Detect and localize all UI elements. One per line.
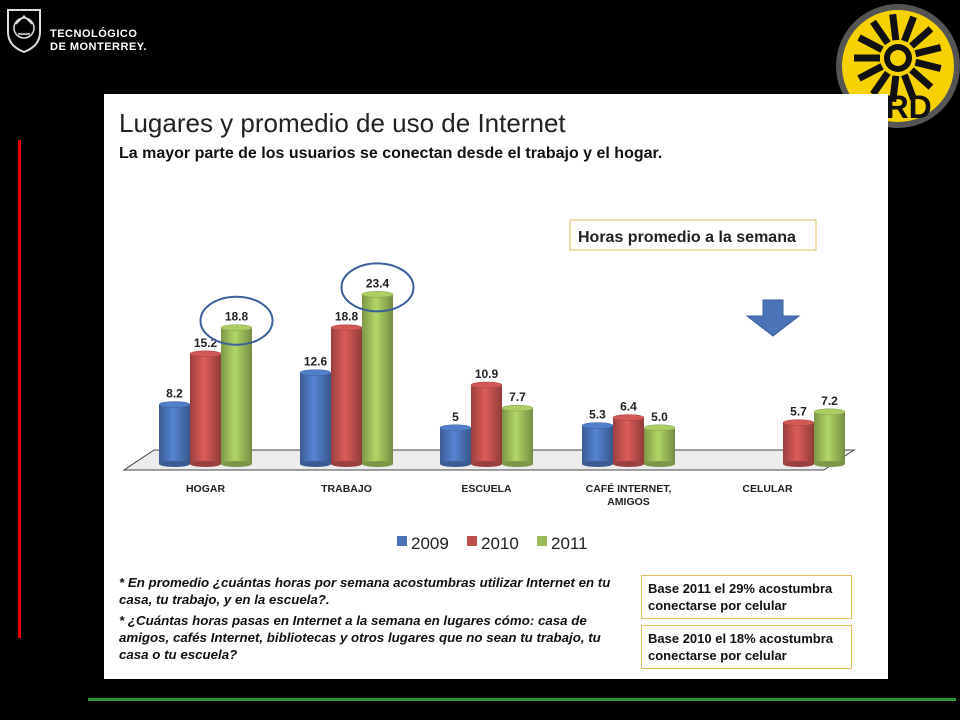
chart-bars <box>158 291 846 467</box>
chart-legend: 2009 2010 2011 <box>397 534 588 553</box>
slide-subtitle: La mayor parte de los usuarios se conect… <box>119 145 663 162</box>
legend-label-2010: 2010 <box>481 534 519 553</box>
bar-hogar-2011 <box>220 324 253 467</box>
value-label-cafe-internet-amigos-2009: 5.3 <box>589 408 606 422</box>
value-label-hogar-2011: 18.8 <box>225 310 249 324</box>
bar-celular-2010 <box>782 419 815 467</box>
bar-cafe-internet-amigos-2011 <box>643 424 676 467</box>
callout-box: Horas promedio a la semana <box>569 219 817 251</box>
bar-celular-2011 <box>813 408 846 467</box>
bar-escuela-2011 <box>501 404 534 467</box>
value-label-trabajo-2010: 18.8 <box>335 310 359 324</box>
category-labels: HOGAR TRABAJO ESCUELA CAFÉ INTERNET, AMIGOS C… <box>186 482 793 508</box>
legend-label-2011: 2011 <box>551 534 588 553</box>
tec-seal-icon <box>7 9 41 54</box>
legend-swatch-2011 <box>537 536 547 546</box>
bar-escuela-2010 <box>470 381 503 467</box>
legend-item-2009: 2009 <box>397 534 449 553</box>
bar-cafe-internet-amigos-2009 <box>581 422 614 467</box>
value-label-escuela-2010: 10.9 <box>475 367 499 381</box>
value-label-cafe-internet-amigos-2011: 5.0 <box>651 410 668 424</box>
tec-logo-text: TECNOLÓGICO DE MONTERREY. <box>50 28 147 53</box>
value-label-celular-2010: 5.7 <box>790 405 807 419</box>
chart-value-labels: 8.2 15.2 18.8 12.6 18.8 23.4 5 10.9 7.7 5.3 6.4 5.0… <box>166 276 838 423</box>
callout-text: Horas promedio a la semana <box>578 229 796 246</box>
notes: * En promedio ¿cuántas horas por semana … <box>119 574 619 667</box>
value-label-hogar-2010: 15.2 <box>194 336 218 350</box>
highlight-circle-hogar <box>199 295 274 346</box>
value-label-escuela-2009: 5 <box>452 410 459 424</box>
bar-trabajo-2010 <box>330 324 363 467</box>
value-label-celular-2011: 7.2 <box>821 394 838 408</box>
red-accent-line <box>18 140 21 638</box>
value-label-cafe-internet-amigos-2010: 6.4 <box>620 400 637 414</box>
value-label-escuela-2011: 7.7 <box>509 390 526 404</box>
base-box-2011: Base 2011 el 29% acostumbra conectarse p… <box>641 575 852 619</box>
bar-trabajo-2009 <box>299 369 332 467</box>
value-label-hogar-2009: 8.2 <box>166 387 183 401</box>
bar-hogar-2009 <box>158 401 191 467</box>
value-label-trabajo-2009: 12.6 <box>304 355 328 369</box>
tec-logo: TECNOLÓGICO DE MONTERREY. <box>4 4 164 54</box>
bar-escuela-2009 <box>439 424 472 467</box>
bar-chart: 8.2 15.2 18.8 12.6 18.8 23.4 5 10.9 7.7 5.3 6.4 5.0… <box>122 219 856 553</box>
category-label-celular: CELULAR <box>742 483 793 495</box>
category-label-cafe-internet-amigos: CAFÉ INTERNET, AMIGOS <box>586 482 672 508</box>
base-box-2010: Base 2010 el 18% acostumbra conectarse p… <box>641 625 852 669</box>
highlight-circles <box>199 262 415 346</box>
category-label-hogar: HOGAR <box>186 483 226 495</box>
legend-item-2011: 2011 <box>537 534 588 553</box>
legend-item-2010: 2010 <box>467 534 519 553</box>
down-arrow-icon <box>745 299 801 337</box>
note-2: * ¿Cuántas horas pasas en Internet a la … <box>119 613 601 662</box>
legend-swatch-2010 <box>467 536 477 546</box>
slide-title: Lugares y promedio de uso de Internet <box>119 108 566 138</box>
bar-trabajo-2011 <box>361 291 394 467</box>
category-label-trabajo: TRABAJO <box>321 483 372 495</box>
note-1: * En promedio ¿cuántas horas por semana … <box>119 575 611 607</box>
bar-hogar-2010 <box>189 350 222 467</box>
slide: Lugares y promedio de uso de Internet La… <box>104 94 888 679</box>
green-accent-line <box>88 698 956 701</box>
highlight-circle-trabajo <box>340 262 415 313</box>
value-label-trabajo-2011: 23.4 <box>366 276 390 290</box>
legend-swatch-2009 <box>397 536 407 546</box>
bar-cafe-internet-amigos-2010 <box>612 414 645 467</box>
category-label-escuela: ESCUELA <box>461 483 512 495</box>
legend-label-2009: 2009 <box>411 534 449 553</box>
